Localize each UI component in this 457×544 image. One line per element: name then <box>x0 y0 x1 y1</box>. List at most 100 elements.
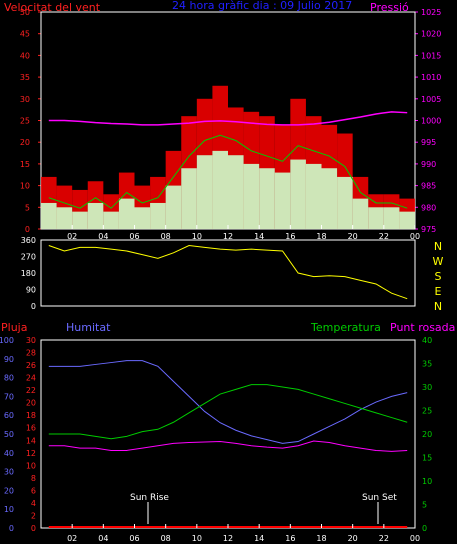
rain-y-tick-label: 28 <box>26 349 36 358</box>
compass-label: N <box>434 300 442 313</box>
hour-tick-label: 14 <box>254 534 264 543</box>
direction-series <box>48 244 408 300</box>
humidity-y-tick-label: 30 <box>4 468 14 477</box>
direction-y-tick-label: 0 <box>31 302 36 311</box>
wind-average-bar <box>399 211 415 229</box>
rain-y-tick-label: 16 <box>26 424 36 433</box>
wind-y-tick-label: 30 <box>20 95 30 104</box>
pressure-axis-title: Pressió <box>370 1 409 14</box>
wind-average-bar <box>290 159 306 229</box>
hour-tick-label: 10 <box>192 534 202 543</box>
wind-average-bar <box>118 198 135 229</box>
wind-y-tick-label: 20 <box>20 138 30 147</box>
humidity-y-tick-label: 100 <box>0 336 14 345</box>
hour-tick-label: 00 <box>410 534 420 543</box>
pressure-y-tick-label: 1005 <box>421 95 441 104</box>
temp-y-tick-label: 0 <box>422 524 427 533</box>
humidity-y-tick-label: 10 <box>4 505 14 514</box>
temp-y-tick-label: 25 <box>422 407 432 416</box>
temp-y-tick-label: 20 <box>422 430 432 439</box>
wind-average-bar <box>103 211 119 229</box>
rain-y-tick-label: 4 <box>31 499 36 508</box>
hour-tick-label: 14 <box>254 232 264 241</box>
wind-average-bar <box>228 155 244 229</box>
hour-tick-label: 06 <box>129 232 139 241</box>
humidity-y-ticks: 0 10 20 30 40 50 60 70 80 90 100 <box>0 336 14 533</box>
pressure-y-tick-label: 985 <box>421 182 436 191</box>
hour-ticks-top: 02 04 06 08 10 12 14 16 18 20 22 00 <box>67 225 420 241</box>
wind-average-bar <box>321 168 338 229</box>
humidity-plot-frame <box>40 339 416 529</box>
wind-average-bar <box>87 202 104 229</box>
hour-tick-label: 02 <box>67 232 77 241</box>
pressure-y-tick-label: 980 <box>421 203 436 212</box>
wind-axis-title: Velocitat del vent <box>4 1 101 14</box>
hour-tick-label: 06 <box>129 534 139 543</box>
hour-tick-label: 16 <box>285 232 295 241</box>
hour-tick-label: 20 <box>348 232 358 241</box>
hour-tick-label: 02 <box>67 534 77 543</box>
hour-tick-label: 12 <box>223 534 233 543</box>
humidity-y-tick-label: 80 <box>4 374 14 383</box>
direction-y-tick-label: 360 <box>21 236 36 245</box>
wind-panel: Velocitat del vent 24 hora gràfic dia : … <box>4 0 441 241</box>
rain-y-tick-label: 22 <box>26 386 36 395</box>
pressure-y-tick-label: 1010 <box>421 73 441 82</box>
direction-y-ticks: 0 90 180 270 360 <box>21 236 36 311</box>
wind-average-bar <box>305 163 322 229</box>
temp-y-tick-label: 30 <box>422 383 432 392</box>
compass-label: W <box>433 255 444 268</box>
wind-average-bar <box>212 150 228 229</box>
wind-average-bar <box>165 185 182 229</box>
wind-y-tick-label: 35 <box>20 73 30 82</box>
hour-tick-label: 18 <box>316 232 326 241</box>
rain-y-tick-label: 30 <box>26 336 36 345</box>
rain-y-tick-label: 0 <box>31 524 36 533</box>
wind-y-tick-label: 45 <box>20 30 30 39</box>
rain-y-tick-label: 10 <box>26 461 36 470</box>
rain-y-tick-label: 20 <box>26 399 36 408</box>
wind-average-bar <box>368 207 384 229</box>
rain-y-tick-label: 12 <box>26 449 36 458</box>
wind-y-tick-label: 5 <box>25 203 30 212</box>
hour-tick-label: 00 <box>410 232 420 241</box>
chart-title: 24 hora gràfic dia : 09 Julio 2017 <box>172 0 352 12</box>
direction-y-tick-label: 270 <box>21 253 36 262</box>
hour-tick-label: 22 <box>379 534 389 543</box>
temp-y-tick-label: 15 <box>422 454 432 463</box>
humidity-y-tick-label: 50 <box>4 430 14 439</box>
pressure-y-tick-label: 1015 <box>421 51 441 60</box>
wind-y-ticks: 0 5 10 15 20 25 30 35 40 45 50 <box>20 8 41 234</box>
hour-ticks-bottom: 02 04 06 08 10 12 14 16 18 20 22 00 <box>67 524 420 543</box>
direction-y-tick-label: 180 <box>21 269 36 278</box>
direction-line <box>48 244 408 300</box>
humidity-y-tick-label: 60 <box>4 411 14 420</box>
hour-tick-label: 10 <box>192 232 202 241</box>
pressure-y-tick-label: 995 <box>421 138 436 147</box>
rain-y-tick-label: 18 <box>26 411 36 420</box>
wind-average-bar <box>337 176 353 229</box>
rain-axis-title: Pluja <box>1 321 27 334</box>
rain-y-tick-label: 2 <box>31 511 36 520</box>
pressure-y-tick-label: 975 <box>421 225 436 234</box>
wind-mid-line <box>48 134 408 209</box>
pressure-y-ticks: 975 980 985 990 995 1000 1005 1010 1015 1020 1025 <box>415 8 441 234</box>
wind-y-tick-label: 25 <box>20 117 30 126</box>
compass-label: E <box>435 285 442 298</box>
hour-tick-label: 16 <box>285 534 295 543</box>
humidity-y-tick-label: 0 <box>9 524 14 533</box>
direction-y-tick-label: 90 <box>26 286 36 295</box>
hour-tick-label: 04 <box>98 232 108 241</box>
hour-tick-label: 22 <box>379 232 389 241</box>
temperature-line <box>48 384 408 440</box>
temp-axis-title: Temperatura <box>310 321 381 334</box>
humidity-y-tick-label: 90 <box>4 355 14 364</box>
sunrise-label: Sun Rise <box>130 493 169 503</box>
hour-tick-label: 20 <box>348 534 358 543</box>
humidity-axis-title: Humitat <box>66 321 111 334</box>
hour-tick-label: 04 <box>98 534 108 543</box>
rain-y-tick-label: 14 <box>26 436 36 445</box>
